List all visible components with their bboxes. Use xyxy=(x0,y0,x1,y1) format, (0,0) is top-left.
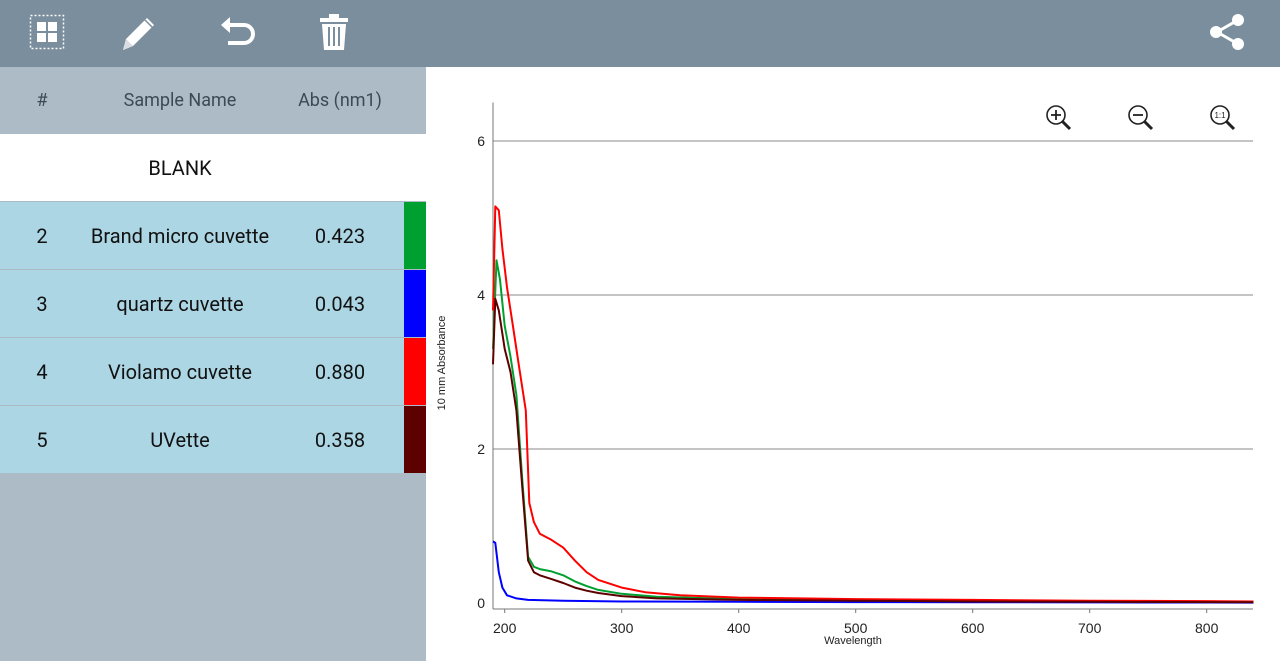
row-num: 4 xyxy=(36,359,48,384)
x-tick-label: 200 xyxy=(493,620,517,636)
row-abs: 0.358 xyxy=(314,427,366,452)
blank-row[interactable]: BLANK xyxy=(0,134,426,201)
row-abs: 0.880 xyxy=(314,359,366,384)
row-color-swatch xyxy=(404,406,426,473)
x-tick-label: 400 xyxy=(727,620,751,636)
y-tick-label: 0 xyxy=(477,595,485,611)
y-tick-label: 6 xyxy=(477,133,485,149)
zoom-out-button[interactable] xyxy=(1126,103,1156,133)
row-sample-name: quartz cuvette xyxy=(116,291,244,316)
table-row[interactable]: 3 quartz cuvette 0.043 xyxy=(0,270,426,337)
zoom-reset-button[interactable]: 1:1 xyxy=(1208,103,1238,133)
row-sample-name: Brand micro cuvette xyxy=(90,223,270,248)
x-tick-label: 700 xyxy=(1078,620,1102,636)
share-icon xyxy=(1207,12,1247,56)
select-all-button[interactable] xyxy=(12,0,82,67)
header-num: # xyxy=(36,90,48,111)
table-header: # Sample Name Abs (nm1) xyxy=(0,67,426,134)
trash-icon xyxy=(318,12,350,56)
row-color-swatch xyxy=(404,338,426,405)
row-sample-name: Violamo cuvette xyxy=(107,359,252,384)
series-line xyxy=(492,205,1254,603)
table-row[interactable]: 4 Violamo cuvette 0.880 xyxy=(0,338,426,405)
y-axis-label: 10 mm Absorbance xyxy=(436,316,448,411)
pencil-icon xyxy=(117,10,161,58)
x-tick-label: 800 xyxy=(1195,620,1219,636)
zoom-reset-icon: 1:1 xyxy=(1208,105,1238,137)
sample-table: # Sample Name Abs (nm1) BLANK 2 Brand mi… xyxy=(0,67,426,661)
select-all-icon xyxy=(29,14,65,54)
zoom-in-icon xyxy=(1044,105,1074,137)
blank-label: BLANK xyxy=(148,155,212,180)
share-button[interactable] xyxy=(1192,0,1262,67)
row-num: 3 xyxy=(36,291,48,316)
series-line xyxy=(492,259,1254,604)
svg-text:1:1: 1:1 xyxy=(1214,111,1226,120)
absorbance-chart-panel: 0 2 4 6 200 300 400 500 600 700 800 Wavelength 10 mm… xyxy=(426,67,1280,661)
zoom-in-button[interactable] xyxy=(1044,103,1074,133)
row-num: 5 xyxy=(36,427,48,452)
undo-button[interactable] xyxy=(203,0,273,67)
table-row[interactable]: 5 UVette 0.358 xyxy=(0,406,426,473)
edit-button[interactable] xyxy=(104,0,174,67)
x-axis-label: Wavelength xyxy=(824,635,882,647)
header-sample-name: Sample Name xyxy=(123,90,237,111)
toolbar xyxy=(0,0,1280,67)
series-line xyxy=(492,297,1254,604)
row-color-swatch xyxy=(404,270,426,337)
row-abs: 0.423 xyxy=(314,223,366,248)
table-row[interactable]: 2 Brand micro cuvette 0.423 xyxy=(0,202,426,269)
undo-icon xyxy=(218,12,258,56)
row-abs: 0.043 xyxy=(314,291,366,316)
row-num: 2 xyxy=(36,223,48,248)
zoom-out-icon xyxy=(1126,105,1156,137)
x-tick-label: 300 xyxy=(610,620,634,636)
x-tick-label: 600 xyxy=(961,620,985,636)
delete-button[interactable] xyxy=(299,0,369,67)
absorbance-chart[interactable]: 0 2 4 6 200 300 400 500 600 700 800 Wavelength 10 mm… xyxy=(426,67,1280,661)
y-tick-label: 2 xyxy=(477,441,485,457)
y-tick-label: 4 xyxy=(477,287,485,303)
row-sample-name: UVette xyxy=(150,427,210,452)
row-color-swatch xyxy=(404,202,426,269)
x-tick-label: 500 xyxy=(844,620,868,636)
header-abs: Abs (nm1) xyxy=(298,90,382,111)
